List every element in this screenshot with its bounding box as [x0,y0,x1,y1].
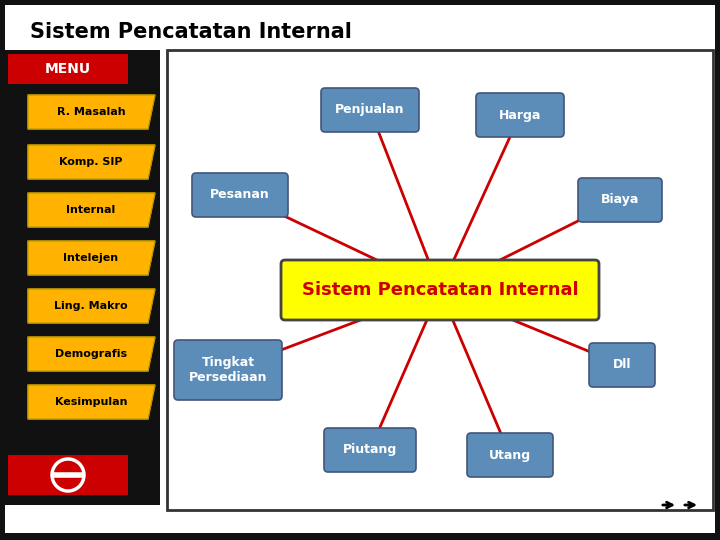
Polygon shape [28,337,155,371]
FancyBboxPatch shape [192,173,288,217]
Circle shape [52,459,84,491]
Text: MENU: MENU [45,62,91,76]
Polygon shape [28,145,155,179]
FancyBboxPatch shape [5,5,715,533]
FancyBboxPatch shape [476,93,564,137]
Text: Piutang: Piutang [343,443,397,456]
FancyBboxPatch shape [578,178,662,222]
FancyBboxPatch shape [324,428,416,472]
Polygon shape [28,241,155,275]
FancyBboxPatch shape [281,260,599,320]
Text: Dll: Dll [613,359,631,372]
FancyBboxPatch shape [8,455,128,495]
FancyBboxPatch shape [5,50,160,505]
Polygon shape [28,95,155,129]
FancyBboxPatch shape [589,343,655,387]
Circle shape [55,462,81,488]
Text: Ling. Makro: Ling. Makro [54,301,128,311]
FancyBboxPatch shape [321,88,419,132]
Text: R. Masalah: R. Masalah [57,107,125,117]
Polygon shape [28,385,155,419]
Text: Tingkat
Persediaan: Tingkat Persediaan [189,356,267,384]
Text: Biaya: Biaya [600,193,639,206]
Text: Sistem Pencatatan Internal: Sistem Pencatatan Internal [30,22,352,42]
Text: Intelejen: Intelejen [63,253,119,263]
FancyBboxPatch shape [167,50,713,510]
Text: Utang: Utang [489,449,531,462]
Text: Demografis: Demografis [55,349,127,359]
Text: Penjualan: Penjualan [336,104,405,117]
Polygon shape [28,289,155,323]
Text: Internal: Internal [66,205,116,215]
FancyBboxPatch shape [8,54,128,84]
Text: Pesanan: Pesanan [210,188,270,201]
Text: Kesimpulan: Kesimpulan [55,397,127,407]
FancyBboxPatch shape [174,340,282,400]
FancyBboxPatch shape [467,433,553,477]
Text: Harga: Harga [499,109,541,122]
Text: Komp. SIP: Komp. SIP [59,157,122,167]
Polygon shape [28,193,155,227]
Text: Sistem Pencatatan Internal: Sistem Pencatatan Internal [302,281,578,299]
